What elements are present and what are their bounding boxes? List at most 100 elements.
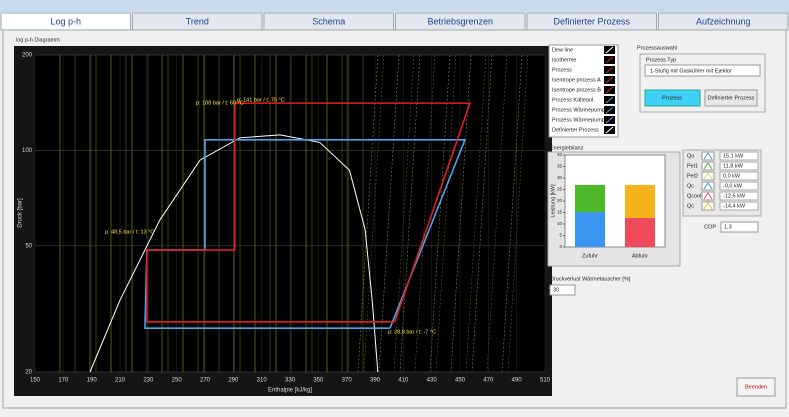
x-tick-label: 510 <box>540 378 551 384</box>
isotherm <box>363 54 385 373</box>
x-tick-label: 350 <box>313 378 324 384</box>
bar-segment <box>575 212 605 247</box>
dropdown[interactable] <box>644 64 761 77</box>
tab-label: Trend <box>186 16 209 26</box>
legend-item: Isentrope prozess A <box>552 77 601 83</box>
legend-line <box>605 96 614 104</box>
process-button[interactable] <box>644 89 701 107</box>
tab[interactable] <box>526 12 657 31</box>
result-box <box>719 181 759 191</box>
x-tick-label: 230 <box>143 378 154 384</box>
legend-line <box>605 126 614 134</box>
x-tick-label: 190 <box>87 378 98 384</box>
tab-label: Definierter Prozess <box>553 16 630 26</box>
result-name: Qo <box>687 153 694 159</box>
annotation: p: 48,5 bar / t: 13 °C <box>105 229 154 235</box>
panel-title: Prozessauswahl <box>637 45 677 51</box>
legend-item: Prozess Kälteanl. <box>552 97 595 103</box>
exit-button[interactable] <box>736 377 776 397</box>
legend-item: Prozess <box>552 67 572 73</box>
title-bar <box>0 0 789 12</box>
result-icon-glyph <box>703 172 713 180</box>
tab[interactable] <box>658 12 789 31</box>
isotherm <box>429 54 451 373</box>
result-box <box>719 201 759 211</box>
pressure-drop-value: 30 <box>553 287 559 293</box>
legend-line <box>605 106 614 114</box>
cop-label: COP <box>704 224 716 230</box>
chart-title: log p-h Diagramm <box>16 37 60 43</box>
legend-line <box>605 86 614 94</box>
y-tick-label: 30 <box>557 175 563 180</box>
legend-line <box>605 46 614 54</box>
dropdown-value: 1-Stufig mit Gaskühler mit Ejektor <box>650 68 732 74</box>
legend-line <box>605 76 614 84</box>
result-icon-glyph <box>703 162 713 170</box>
cop-value: 1,3 <box>724 224 732 230</box>
y-tick-label: 100 <box>22 148 33 154</box>
result-box <box>719 161 759 171</box>
annotation: p: 141 bar / t: 75 °C <box>237 97 285 103</box>
x-tick-label: 150 <box>30 378 41 384</box>
result-icon-glyph <box>703 182 713 190</box>
x-tick-label: 450 <box>455 378 466 384</box>
defined-process-button[interactable] <box>704 89 758 107</box>
legend-item: Dew line <box>552 47 573 53</box>
tab-label: Schema <box>312 16 345 26</box>
result-icon-glyph <box>703 152 713 160</box>
result-icon <box>701 151 715 161</box>
legend-line <box>605 116 614 124</box>
energy-y-label: Leistung [kW] <box>550 184 556 218</box>
process-line <box>89 134 379 373</box>
tab[interactable] <box>263 12 394 31</box>
energy-title: Energiebilanz <box>550 145 584 151</box>
x-tick-label: 290 <box>228 378 239 384</box>
tab-label: Log p-h <box>50 16 81 26</box>
y-tick-label: 200 <box>22 53 33 59</box>
result-name: Qc <box>687 183 694 189</box>
x-tick-label: 250 <box>172 378 183 384</box>
result-box <box>719 191 759 201</box>
isotherm <box>471 54 493 373</box>
result-icon <box>701 191 715 201</box>
result-value: -14,4 kW <box>723 203 746 209</box>
cop-box <box>720 221 759 233</box>
x-axis-label: Enthalpie [kJ/kg] <box>268 388 312 394</box>
y-tick-label: 25 <box>557 187 563 192</box>
result-value: 11,8 kW <box>723 163 744 169</box>
annotation: p: 28,8 bar / t: -7 °C <box>388 329 436 335</box>
y-tick-label: 20 <box>25 370 32 376</box>
result-icon <box>701 161 715 171</box>
y-tick-label: 0 <box>559 244 562 249</box>
isotherm <box>465 54 487 373</box>
result-box <box>719 151 759 161</box>
tab[interactable] <box>0 12 131 31</box>
tab[interactable] <box>395 12 526 31</box>
result-box <box>719 171 759 181</box>
button-label: Definierter Prozess <box>708 95 755 101</box>
tab-label: Aufzeichnung <box>696 16 751 26</box>
result-icon-glyph <box>703 202 713 210</box>
result-value: -12,6 kW <box>723 193 746 199</box>
tab[interactable] <box>132 12 263 31</box>
x-tick-label: 210 <box>115 378 126 384</box>
result-icon <box>701 171 715 181</box>
isotherm <box>486 54 508 373</box>
legend-item: Prozess Wärmepumpe 1 <box>552 107 613 113</box>
bar-segment <box>625 218 655 247</box>
x-tick-label: 170 <box>58 378 69 384</box>
x-tick-label: 390 <box>370 378 381 384</box>
pressure-drop-box[interactable] <box>549 284 576 296</box>
y-tick-label: 10 <box>557 221 563 226</box>
x-tick-label: 490 <box>512 378 523 384</box>
x-tick-label: 470 <box>483 378 494 384</box>
button-label: Prozess <box>662 95 682 101</box>
result-value: -0,0 kW <box>723 183 743 189</box>
result-name: Qc <box>687 203 694 209</box>
legend-line <box>605 56 614 64</box>
result-icon-glyph <box>703 192 713 200</box>
bar-segment <box>625 184 655 219</box>
isotherm <box>378 54 400 373</box>
